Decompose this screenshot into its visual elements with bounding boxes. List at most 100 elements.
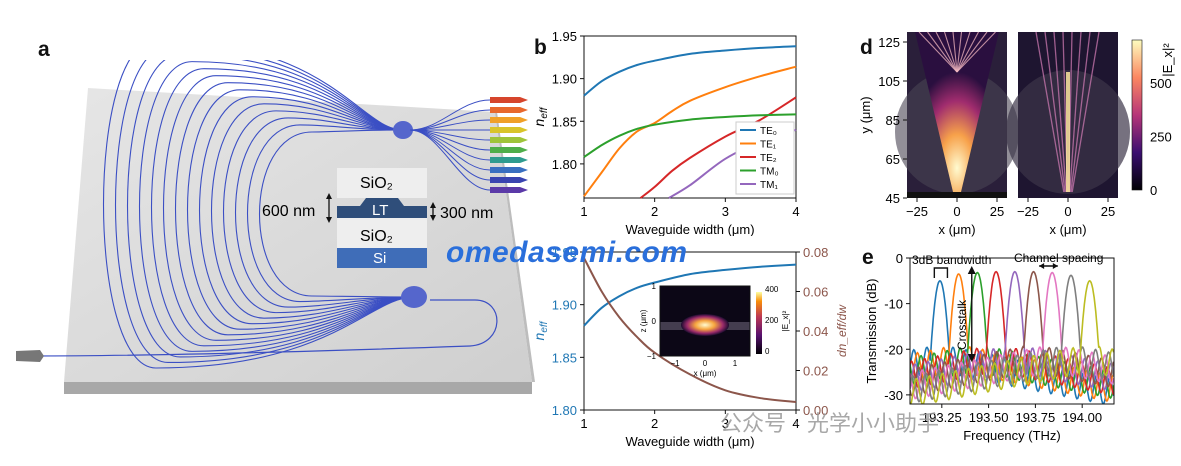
xtick-label-0-2: 25 bbox=[990, 204, 1004, 219]
map-right-ray-1 bbox=[1044, 31, 1066, 193]
inset-xlabel: x (μm) bbox=[694, 369, 717, 378]
map-left-ray-6 bbox=[956, 31, 971, 73]
ytick-label-4: 125 bbox=[878, 35, 900, 50]
ytick-label-0: 1.80 bbox=[552, 157, 577, 172]
x-axis-label: Waveguide width (μm) bbox=[625, 222, 754, 236]
panel-label-e: e bbox=[862, 246, 874, 269]
xtick-label-1-1: 0 bbox=[1064, 204, 1071, 219]
map-right-ray-6 bbox=[1070, 31, 1091, 193]
output-fiber-9 bbox=[490, 177, 528, 183]
chart-d: 45 65 85 105 125 −25 0 25 x (μm) −25 0 25 x (μm) y (μ… bbox=[860, 31, 1175, 237]
y2tick-label-0: 0.00 bbox=[803, 403, 828, 418]
si-substrate bbox=[337, 248, 427, 268]
fan-waveguide-10 bbox=[409, 129, 491, 191]
ytick-label-2: 1.90 bbox=[552, 298, 577, 313]
spectra-group bbox=[910, 270, 1114, 404]
label-sio2-top: SiO₂ bbox=[360, 175, 393, 192]
map-left-ray-9 bbox=[956, 31, 996, 73]
map-left-ray-5 bbox=[956, 31, 963, 73]
x-axis-label: Frequency (THz) bbox=[963, 428, 1061, 443]
waveguide-array bbox=[102, 60, 415, 369]
ytick-label-1: -10 bbox=[884, 297, 903, 312]
y2tick-label-3: 0.06 bbox=[803, 285, 828, 300]
wechat-watermark: 公众号 · 光学小小助手 bbox=[720, 412, 939, 437]
xtick-label-1: 2 bbox=[651, 204, 658, 219]
channel-7 bbox=[910, 271, 1114, 400]
x-axis-label-1: x (μm) bbox=[1049, 222, 1086, 237]
bandwidth-bracket bbox=[933, 267, 949, 278]
panel-label-a: a bbox=[38, 38, 50, 61]
cbar-tick-1: 250 bbox=[1150, 129, 1172, 144]
map-left-ray-3 bbox=[943, 31, 958, 73]
output-fiber-array bbox=[490, 97, 528, 193]
channel-9 bbox=[910, 279, 1114, 404]
map-left-bottom bbox=[907, 192, 1007, 198]
cbar-tick-2: 500 bbox=[1150, 76, 1172, 91]
label-300nm: 300 nm bbox=[440, 205, 493, 222]
ytick-label-3: 105 bbox=[878, 74, 900, 89]
ytick-label-3: 1.95 bbox=[552, 245, 577, 260]
map-left-ray-8 bbox=[956, 31, 988, 73]
xtick-label-3: 194.00 bbox=[1062, 410, 1102, 425]
series-dneff-dw bbox=[583, 257, 797, 404]
series-TM0 bbox=[583, 113, 797, 158]
inset-cbar-tick-1: 200 bbox=[765, 316, 779, 325]
map-left-beam bbox=[915, 32, 999, 192]
label-si: Si bbox=[373, 250, 386, 267]
ytick-label-0: 0 bbox=[896, 251, 903, 266]
lt-core bbox=[337, 198, 427, 218]
waveguide-loop-9 bbox=[163, 75, 415, 341]
cbar-label: |E_x|² bbox=[1160, 43, 1175, 77]
ytick-label-1: 1.85 bbox=[552, 350, 577, 365]
cbar-tick-0: 0 bbox=[1150, 183, 1157, 198]
watermark-text: omedasemi.com bbox=[446, 236, 688, 269]
output-waveguides bbox=[409, 99, 491, 191]
map-left-ray-4 bbox=[952, 31, 958, 73]
ytick-label-2: -20 bbox=[884, 342, 903, 357]
output-fiber-3 bbox=[490, 117, 528, 123]
series-TE2 bbox=[639, 96, 797, 199]
device-illustration: SiO₂ LT SiO₂ Si 600 nm 300 nm bbox=[16, 60, 535, 394]
map-left-ray-0 bbox=[918, 31, 958, 73]
y-axis-label: y (μm) bbox=[860, 96, 873, 133]
label-lt: LT bbox=[372, 202, 388, 219]
inset-xtick-0: −1 bbox=[670, 359, 680, 368]
y-axis-label: neff bbox=[531, 106, 550, 126]
input-fiber bbox=[16, 350, 44, 362]
panel-label-b: b bbox=[534, 36, 547, 59]
xtick-label-1-2: 25 bbox=[1101, 204, 1115, 219]
plot-frame bbox=[909, 257, 1115, 405]
map-right-ray-0 bbox=[1035, 31, 1065, 193]
inset-colorbar bbox=[756, 292, 762, 354]
output-fiber-5 bbox=[490, 137, 528, 143]
ytick-label-1: 65 bbox=[886, 152, 900, 167]
map-right-ray-7 bbox=[1071, 31, 1100, 193]
chart-b-bottom: 1.80 1.85 1.90 1.95 0.00 0.02 0.04 0.06 0.08 1 2 3 4… bbox=[531, 245, 849, 449]
map-left-ray-1 bbox=[927, 31, 958, 73]
legend-label-3: TM₀ bbox=[760, 167, 779, 178]
colorbar bbox=[1131, 39, 1143, 191]
input-star-coupler bbox=[401, 286, 427, 308]
spacing-arrow-left bbox=[1039, 263, 1045, 269]
xtick-label-3: 4 bbox=[792, 416, 799, 431]
chart-e: 0 -10 -20 -30 193.25 193.50 193.75 194.00Freque… bbox=[864, 251, 1115, 443]
waveguide-loop-1 bbox=[258, 129, 415, 298]
legend-label-1: TE₁ bbox=[760, 140, 777, 151]
y2tick-label-2: 0.04 bbox=[803, 324, 828, 339]
output-fiber-2 bbox=[490, 107, 528, 113]
waveguide-loop-7 bbox=[186, 89, 415, 330]
y2-axis-label: dn_eff/dw bbox=[835, 304, 849, 357]
ytick-label-2: 85 bbox=[886, 113, 900, 128]
x-axis-label-0: x (μm) bbox=[938, 222, 975, 237]
annotation-bandwidth: 3dB bandwidth bbox=[912, 253, 991, 267]
waveguide-loop-13 bbox=[114, 60, 415, 364]
waveguide-loop-12 bbox=[126, 60, 415, 358]
ytick-label-0: 1.80 bbox=[552, 403, 577, 418]
waveguide-loop-8 bbox=[174, 82, 415, 336]
panel-label-d: d bbox=[860, 36, 873, 59]
channel-1 bbox=[910, 279, 1114, 404]
output-fiber-4 bbox=[490, 127, 528, 133]
inset-cbar-label: |E_x|² bbox=[781, 310, 790, 331]
legend-label-0: TE₀ bbox=[760, 126, 777, 137]
label-600nm: 600 nm bbox=[262, 203, 315, 220]
